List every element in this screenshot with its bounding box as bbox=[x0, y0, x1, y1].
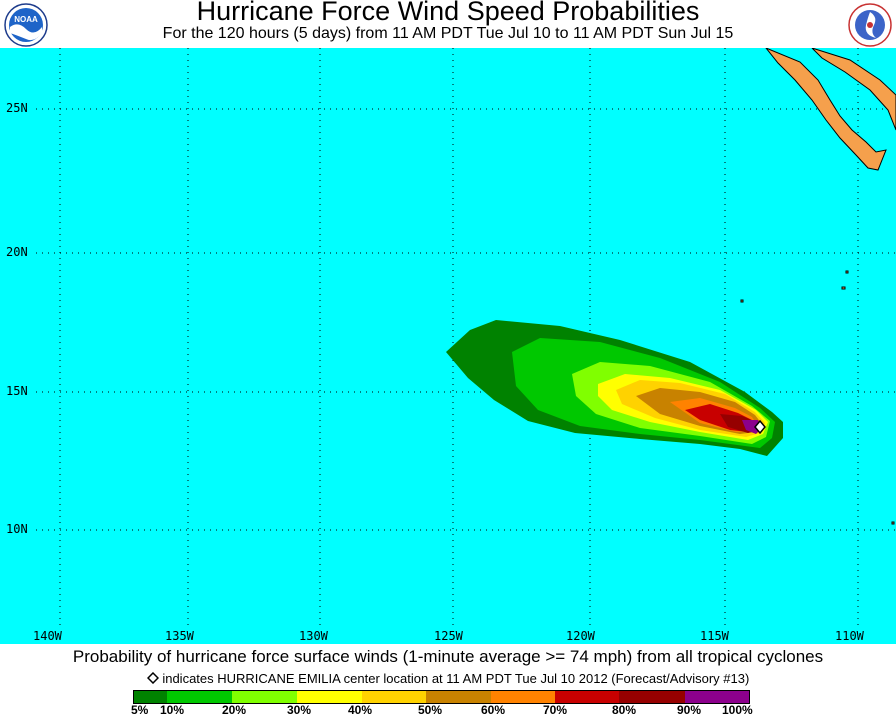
header: NOAA Hurricane Force Wind Speed Probabil… bbox=[0, 0, 896, 48]
lat-label-10n: 10N bbox=[6, 522, 28, 536]
lon-label-115w: 115W bbox=[700, 629, 729, 643]
legend-swatch-4 bbox=[362, 691, 426, 703]
legend-swatch-0 bbox=[134, 691, 167, 703]
storm-center-diamond-icon bbox=[754, 419, 766, 435]
lon-label-135w: 135W bbox=[165, 629, 194, 643]
legend-swatch-6 bbox=[491, 691, 555, 703]
lat-label-25n: 25N bbox=[6, 101, 28, 115]
probability-contours bbox=[446, 320, 783, 456]
legend-swatch-9 bbox=[685, 691, 749, 703]
legend-label-50pct: 50% bbox=[418, 703, 443, 717]
legend-label-5pct: 5% bbox=[131, 703, 149, 717]
legend-swatch-5 bbox=[426, 691, 491, 703]
probability-map: 25N 20N 15N 10N 140W 135W 130W 125W 120W… bbox=[0, 48, 896, 644]
legend-label-70pct: 70% bbox=[543, 703, 568, 717]
legend-color-bar bbox=[133, 690, 750, 704]
legend-swatch-3 bbox=[297, 691, 362, 703]
storm-center-diamond-icon bbox=[146, 671, 159, 685]
legend-label-60pct: 60% bbox=[481, 703, 506, 717]
lon-label-110w: 110W bbox=[835, 629, 864, 643]
svg-text:NOAA: NOAA bbox=[14, 15, 38, 24]
land-baja-california bbox=[765, 48, 896, 171]
legend-label-30pct: 30% bbox=[287, 703, 312, 717]
land-small-islands bbox=[740, 270, 895, 525]
noaa-logo-icon: NOAA bbox=[4, 3, 48, 47]
legend-swatch-2 bbox=[232, 691, 297, 703]
legend-swatch-8 bbox=[619, 691, 685, 703]
lon-label-125w: 125W bbox=[434, 629, 463, 643]
legend-swatch-7 bbox=[555, 691, 619, 703]
legend-label-40pct: 40% bbox=[348, 703, 373, 717]
map-caption: Probability of hurricane force surface w… bbox=[72, 647, 824, 666]
storm-center-note-text: indicates HURRICANE EMILIA center locati… bbox=[162, 671, 750, 686]
legend-swatch-1 bbox=[167, 691, 232, 703]
lon-label-140w: 140W bbox=[33, 629, 62, 643]
storm-center-note: indicates HURRICANE EMILIA center locati… bbox=[0, 671, 896, 686]
map-title: Hurricane Force Wind Speed Probabilities bbox=[196, 0, 700, 26]
legend-label-90pct: 90% bbox=[677, 703, 702, 717]
map-subtitle: For the 120 hours (5 days) from 11 AM PD… bbox=[162, 25, 734, 42]
legend-label-20pct: 20% bbox=[222, 703, 247, 717]
legend-label-100pct: 100% bbox=[722, 703, 753, 717]
map-canvas bbox=[36, 48, 896, 626]
lon-label-130w: 130W bbox=[299, 629, 328, 643]
lat-label-20n: 20N bbox=[6, 245, 28, 259]
lon-label-120w: 120W bbox=[566, 629, 595, 643]
legend-label-10pct: 10% bbox=[160, 703, 185, 717]
national-weather-service-logo-icon bbox=[848, 3, 892, 47]
legend-label-80pct: 80% bbox=[612, 703, 637, 717]
lat-label-15n: 15N bbox=[6, 384, 28, 398]
